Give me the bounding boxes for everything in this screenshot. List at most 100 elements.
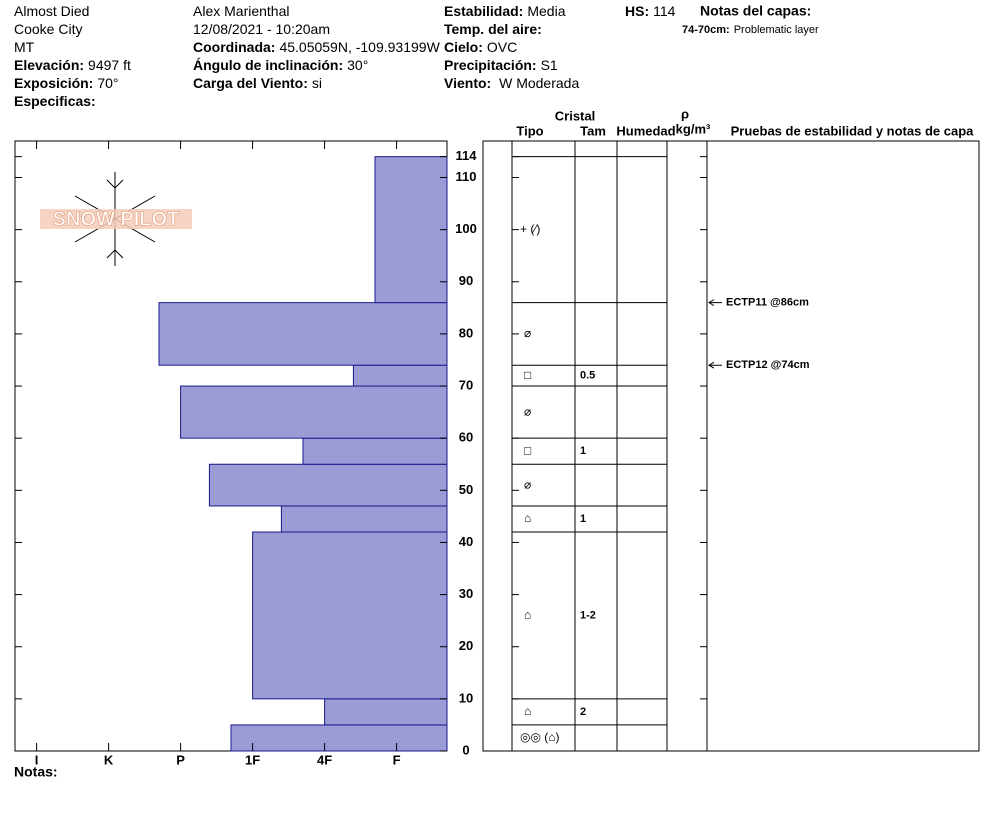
field-label: 74-70cm:: [682, 24, 730, 36]
test-arrow: [708, 361, 722, 369]
field-label: Exposición:: [14, 75, 93, 91]
y-tick-label: 60: [459, 430, 473, 445]
hardness-bar: [352, 364, 448, 387]
field-label: Carga del Viento:: [193, 75, 308, 91]
header-field: Exposición: 70°: [14, 75, 119, 91]
grain-size: 0.5: [580, 370, 595, 382]
y-tick-label: 70: [459, 377, 473, 392]
field-label: Estabilidad:: [444, 3, 523, 19]
grain-type: ⌂: [524, 608, 531, 622]
header-field: Especificas:: [14, 93, 96, 109]
header-field: Temp. del aire:: [444, 21, 542, 37]
field-value: si: [312, 75, 322, 91]
x-tick-label: 4F: [317, 752, 332, 767]
x-tick-label: I: [35, 752, 39, 767]
column-header: Tipo: [516, 123, 543, 138]
grain-type: + (⁄): [520, 222, 540, 236]
grain-type: ⌂: [524, 511, 531, 525]
header-field: Ángulo de inclinación: 30°: [193, 57, 368, 73]
header-field: 74-70cm: Problematic layer: [682, 24, 819, 36]
header-field: Precipitación: S1: [444, 57, 558, 73]
y-tick-label: 90: [459, 273, 473, 288]
column-header: kg/m³: [676, 121, 711, 136]
notes-label: Notas:: [14, 764, 58, 780]
hardness-bar: [374, 156, 448, 304]
logo-band: [40, 209, 192, 229]
column-header: Humedad: [616, 123, 675, 138]
y-tick-label: 10: [459, 690, 473, 705]
hardness-bar: [324, 698, 448, 726]
field-label: Temp. del aire:: [444, 21, 542, 37]
header-field: Elevación: 9497 ft: [14, 57, 131, 73]
header-field: Coordinada: 45.05059N, -109.93199W: [193, 39, 441, 55]
logo-text: SNOW PILOT: [53, 208, 180, 230]
field-text: Cooke City: [14, 21, 82, 37]
x-tick-label: P: [176, 752, 185, 767]
field-label: Viento:: [444, 75, 491, 91]
field-label: Precipitación:: [444, 57, 537, 73]
field-value: 30°: [347, 57, 368, 73]
y-tick-label: 20: [459, 638, 473, 653]
y-tick-label: 0: [462, 742, 469, 757]
hardness-bar: [230, 724, 448, 752]
field-text: 12/08/2021 - 10:20am: [193, 21, 330, 37]
x-tick-label: 1F: [245, 752, 260, 767]
column-header: Tam: [580, 123, 606, 138]
grain-size: 1: [580, 445, 586, 457]
grain-type: ⌂: [524, 704, 531, 718]
field-label: HS:: [625, 3, 649, 19]
field-value: OVC: [487, 39, 517, 55]
hardness-bar: [302, 437, 448, 465]
y-tick-label: 100: [455, 221, 477, 236]
grain-type: ⌀: [524, 477, 531, 491]
field-label: Cielo:: [444, 39, 483, 55]
field-value: W Moderada: [495, 75, 579, 91]
grain-type: ⌀: [524, 404, 531, 418]
y-tick-label: 114: [456, 148, 478, 163]
test-label: ECTP12 @74cm: [726, 359, 810, 371]
hardness-bar: [280, 505, 448, 533]
field-value: Media: [527, 3, 565, 19]
column-header: ρ: [681, 106, 689, 121]
layer-notes-title: Notas del capas:: [700, 3, 811, 19]
hardness-bar: [158, 302, 448, 366]
column-header: Cristal: [555, 108, 595, 123]
grain-size: 1-2: [580, 609, 596, 621]
hardness-bar: [252, 531, 448, 700]
y-tick-label: 110: [456, 169, 477, 184]
header-field: Viento: W Moderada: [444, 75, 579, 91]
hardness-bar: [180, 385, 448, 439]
header-field: Cooke City: [14, 21, 82, 37]
field-value: Problematic layer: [734, 24, 819, 36]
field-text: MT: [14, 39, 35, 55]
field-label: Elevación:: [14, 57, 84, 73]
field-value: 9497 ft: [88, 57, 131, 73]
table-frame: [482, 140, 980, 752]
grain-size: 1: [580, 513, 586, 525]
grain-size: 2: [580, 706, 586, 718]
y-tick-label: 50: [459, 482, 473, 497]
header-field: Estabilidad: Media: [444, 3, 566, 19]
grain-type: ⌀: [524, 326, 531, 340]
y-tick-label: 40: [459, 534, 473, 549]
x-tick-label: F: [393, 752, 401, 767]
header-field: HS: 114: [625, 3, 676, 19]
header-field: MT: [14, 39, 35, 55]
header-field: Cielo: OVC: [444, 39, 517, 55]
field-text: Alex Marienthal: [193, 3, 290, 19]
y-tick-label: 30: [459, 586, 473, 601]
header-field: 12/08/2021 - 10:20am: [193, 21, 330, 37]
test-arrow: [708, 299, 722, 307]
y-tick-label: 80: [459, 325, 473, 340]
grain-type: □: [524, 443, 531, 457]
field-label: Coordinada:: [193, 39, 275, 55]
field-value: 70°: [97, 75, 118, 91]
header-field: Alex Marienthal: [193, 3, 290, 19]
field-text: Almost Died: [14, 3, 89, 19]
x-tick-label: K: [104, 752, 114, 767]
field-value: 114: [653, 3, 676, 19]
hardness-bar: [208, 463, 448, 507]
field-label: Ángulo de inclinación:: [193, 57, 343, 73]
column-header: Pruebas de estabilidad y notas de capa: [731, 123, 975, 138]
